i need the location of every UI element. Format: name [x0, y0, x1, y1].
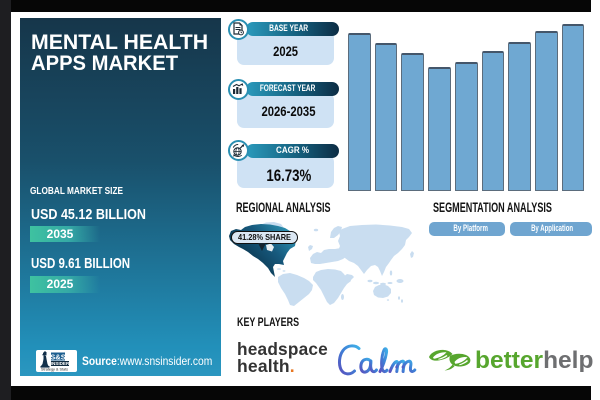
svg-text:betterhelp: betterhelp: [475, 348, 593, 372]
svg-text:INSIDER: INSIDER: [51, 361, 70, 366]
svg-text:S&S: S&S: [50, 353, 65, 362]
svg-text:Strategy & Stats: Strategy & Stats: [41, 367, 68, 372]
